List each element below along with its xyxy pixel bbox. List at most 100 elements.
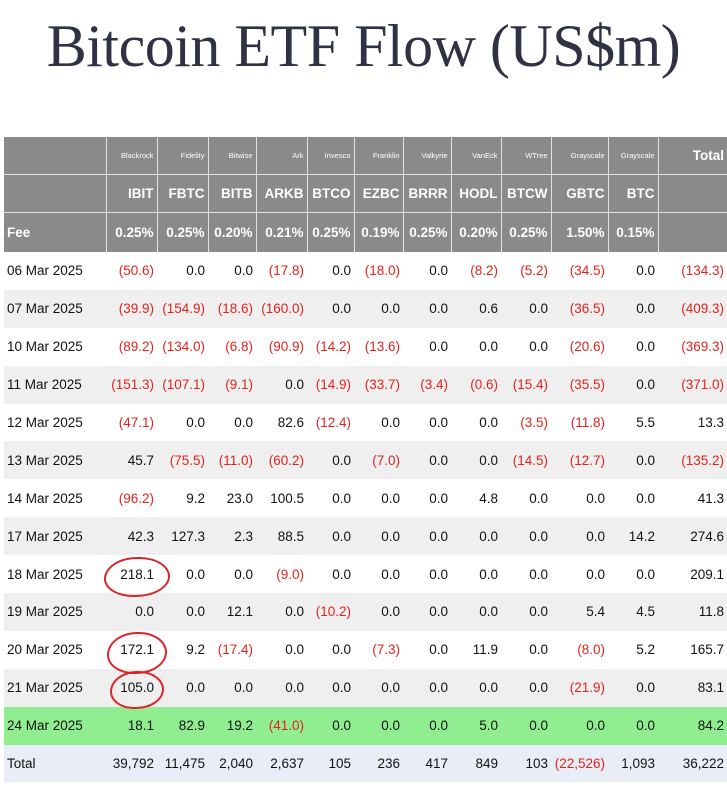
flow-cell: 5.4: [551, 593, 608, 631]
flow-cell: 0.0: [451, 668, 501, 707]
ticker-header: BRRR: [403, 174, 452, 213]
table-row: 18 Mar 2025 218.1 0.0 0.0 (9.0) 0.0 0.0 0.0 0.0 0…: [4, 555, 727, 593]
ticker-header: GBTC: [551, 174, 609, 213]
flow-cell: (60.2): [256, 441, 307, 480]
total-row: Total 39,792 11,475 2,040 2,637 105 236 417 849 1…: [4, 744, 727, 783]
flow-cell: 0.0: [186, 415, 205, 430]
date-cell: 14 Mar 2025: [7, 490, 83, 506]
flow-cell: 45.7: [106, 441, 157, 480]
flow-cell: 172.1: [120, 642, 154, 658]
ticker-header: BTCO: [307, 174, 355, 213]
flow-cell: 0.0: [354, 668, 403, 707]
flow-cell: (18.0): [364, 263, 400, 279]
fee-cell: 1.50%: [551, 212, 609, 252]
flow-cell: (6.8): [225, 339, 253, 355]
flow-cell: 0.0: [186, 263, 205, 279]
ticker-header: BITB: [208, 174, 257, 213]
flow-cell: 0.0: [608, 706, 658, 745]
date-cell: 06 Mar 2025: [7, 263, 83, 279]
flow-cell: 4.8: [479, 490, 498, 506]
flow-cell: 0.0: [451, 517, 501, 556]
total-label: Total: [4, 744, 106, 783]
flow-cell: 0.0: [256, 593, 307, 631]
issuer-header: Bitwise: [208, 137, 257, 175]
flow-cell: 0.0: [307, 289, 354, 328]
flow-cell: 12.1: [208, 593, 256, 631]
flow-cell: 5.2: [636, 642, 655, 658]
fee-cell: 0.19%: [354, 212, 404, 252]
row-total-cell: 41.3: [697, 490, 724, 506]
date-cell: 12 Mar 2025: [7, 415, 83, 430]
flow-cell: 0.0: [106, 593, 157, 631]
flow-cell: (33.7): [354, 365, 403, 404]
issuer-header: VanEck: [451, 137, 502, 175]
row-total-cell: 11.8: [658, 593, 727, 631]
flow-cell: 0.0: [403, 517, 451, 556]
total-cell: 11,475: [157, 744, 208, 783]
flow-cell: (3.4): [403, 365, 451, 404]
ticker-header: HODL: [451, 174, 502, 213]
header-blank-cell: [4, 174, 107, 213]
flow-cell: (9.0): [276, 566, 304, 582]
issuer-header: Fidelity: [157, 137, 209, 175]
table-row: 24 Mar 2025 18.1 82.9 19.2 (41.0) 0.0 0.0 0.0 5.…: [4, 706, 727, 745]
table-row: 20 Mar 2025 172.1 9.2 (17.4) 0.0 0.0 (7.3) 0.0 1…: [4, 631, 727, 669]
flow-cell: 0.0: [354, 706, 403, 745]
etf-flow-table-wrapper: Blackrock Fidelity Bitwise Ark Invesco Frankl…: [4, 137, 727, 783]
flow-cell: 5.0: [451, 706, 501, 745]
flow-cell: (151.3): [106, 365, 157, 404]
issuer-header: Blackrock: [106, 137, 158, 175]
flow-cell: 0.0: [479, 415, 498, 430]
flow-cell: 18.1: [106, 706, 157, 745]
flow-cell: 0.0: [479, 339, 498, 355]
header-blank-cell: [658, 174, 727, 213]
flow-cell: 0.0: [234, 263, 253, 279]
flow-cell: (96.2): [118, 490, 154, 506]
flow-cell: 0.0: [381, 566, 400, 582]
total-cell: 849: [451, 744, 501, 783]
flow-cell: 0.0: [157, 668, 208, 707]
fee-cell: 0.25%: [501, 212, 552, 252]
flow-cell: 0.0: [608, 441, 658, 480]
flow-cell: 0.0: [529, 339, 548, 355]
row-total-cell: (135.2): [658, 441, 727, 480]
total-cell: 2,637: [256, 744, 307, 783]
row-total-cell: 209.1: [690, 566, 724, 582]
header-blank-cell: [658, 212, 727, 252]
flow-cell: (7.0): [354, 441, 403, 480]
flow-cell: 4.5: [608, 593, 658, 631]
total-cell: (22,526): [551, 744, 608, 783]
flow-cell: 0.0: [529, 490, 548, 506]
flow-cell: 0.0: [403, 593, 451, 631]
flow-cell: 0.0: [307, 668, 354, 707]
date-cell: 10 Mar 2025: [7, 339, 83, 355]
flow-cell: (75.5): [157, 441, 208, 480]
flow-cell: 42.3: [106, 517, 157, 556]
flow-cell: (15.4): [501, 365, 551, 404]
date-cell: 19 Mar 2025: [4, 593, 106, 631]
flow-cell: 0.0: [332, 566, 351, 582]
fee-cell: 0.20%: [451, 212, 502, 252]
flow-cell: 0.0: [529, 566, 548, 582]
fee-cell: 0.20%: [208, 212, 257, 252]
total-cell: 1,093: [608, 744, 658, 783]
total-cell: 36,222: [658, 744, 727, 783]
flow-cell: 0.0: [307, 706, 354, 745]
page-title: Bitcoin ETF Flow (US$m): [46, 13, 681, 79]
flow-cell: 0.0: [429, 566, 448, 582]
date-cell: 11 Mar 2025: [4, 365, 106, 404]
flow-cell: 0.0: [307, 441, 354, 480]
flow-cell: 0.0: [381, 415, 400, 430]
flow-cell: 0.0: [403, 289, 451, 328]
flow-cell: 9.2: [186, 642, 205, 658]
flow-cell: (8.0): [577, 642, 605, 658]
flow-cell: (17.4): [217, 642, 253, 658]
issuer-header: Valkyrie: [403, 137, 452, 175]
flow-cell: 0.0: [186, 566, 205, 582]
total-cell: 105: [307, 744, 354, 783]
date-cell: 13 Mar 2025: [4, 441, 106, 480]
flow-cell: (47.1): [118, 415, 154, 430]
ticker-header: EZBC: [354, 174, 404, 213]
flow-cell: (0.6): [451, 365, 501, 404]
flow-cell: 105.0: [106, 668, 157, 707]
